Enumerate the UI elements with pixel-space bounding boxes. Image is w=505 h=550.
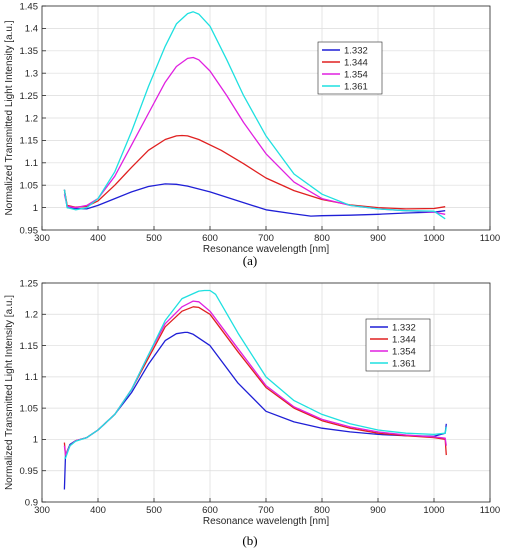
- x-tick-label: 400: [90, 233, 106, 244]
- legend-label: 1.361: [392, 358, 416, 369]
- y-tick-label: 1.2: [25, 310, 38, 321]
- x-tick-label: 600: [202, 505, 218, 516]
- x-tick-label: 600: [202, 233, 218, 244]
- series-line-1-344: [63, 134, 446, 210]
- chart-panel-a: 300 400 500 600 700 800 900 1000 1100 0.95 1 1.05 1.…: [4, 1, 500, 255]
- x-tick-label: 300: [34, 233, 50, 244]
- x-tick-label: 1100: [480, 505, 500, 516]
- x-tick-label: 700: [258, 505, 274, 516]
- series-line-1-361: [64, 289, 447, 459]
- series-line-1-332: [63, 183, 446, 217]
- x-tick-label: 1100: [480, 233, 500, 244]
- y-tick-label: 1.25: [20, 91, 39, 102]
- y-tick-label: 1.1: [25, 158, 38, 169]
- y-tick-label: 0.95: [20, 466, 39, 477]
- y-tick-label: 1.15: [20, 341, 39, 352]
- caption-a: (a): [243, 253, 257, 268]
- y-tick-label: 1.35: [20, 46, 39, 57]
- x-tick-label: 700: [258, 233, 274, 244]
- y-tick-label: 1.05: [20, 403, 39, 414]
- legend-label: 1.344: [344, 57, 368, 68]
- y-tick-label: 1.05: [20, 181, 39, 192]
- y-axis-label: Normalized Transmitted Light Intensity […: [4, 295, 15, 490]
- y-axis-label: Normalized Transmitted Light Intensity […: [4, 20, 15, 215]
- legend-label: 1.332: [344, 45, 368, 56]
- x-tick-label: 1000: [423, 505, 444, 516]
- y-tick-label: 1: [33, 203, 38, 214]
- x-tick-label: 500: [146, 233, 162, 244]
- y-tick-label: 0.95: [20, 225, 39, 236]
- x-tick-label: 800: [314, 505, 330, 516]
- y-tick-label: 0.9: [25, 497, 38, 508]
- y-tick-label: 1.3: [25, 69, 38, 80]
- x-tick-label: 300: [34, 505, 50, 516]
- x-tick-label: 400: [90, 505, 106, 516]
- legend-label: 1.354: [392, 346, 416, 357]
- y-tick-label: 1.15: [20, 136, 39, 147]
- x-tick-label: 900: [370, 505, 386, 516]
- y-tick-label: 1.2: [25, 113, 38, 124]
- legend-label: 1.344: [392, 334, 416, 345]
- x-tick-label: 1000: [423, 233, 444, 244]
- x-tick-label: 900: [370, 233, 386, 244]
- x-tick-label: 500: [146, 505, 162, 516]
- y-tick-label: 1.1: [25, 372, 38, 383]
- legend-label: 1.361: [344, 81, 368, 92]
- y-tick-label: 1: [33, 435, 38, 446]
- y-tick-label: 1.25: [20, 278, 39, 289]
- legend-label: 1.354: [344, 69, 368, 80]
- caption-b: (b): [242, 533, 257, 548]
- x-axis-label: Resonance wavelength [nm]: [203, 516, 329, 527]
- chart-panel-b: 300 400 500 600 700 800 900 1000 1100 0.9 0.95 1 1.0…: [4, 278, 500, 527]
- series-line-1-361: [63, 11, 446, 220]
- legend-label: 1.332: [392, 322, 416, 333]
- x-axis-label: Resonance wavelength [nm]: [203, 244, 329, 255]
- y-tick-label: 1.4: [25, 24, 38, 35]
- x-tick-label: 800: [314, 233, 330, 244]
- y-tick-label: 1.45: [20, 1, 39, 12]
